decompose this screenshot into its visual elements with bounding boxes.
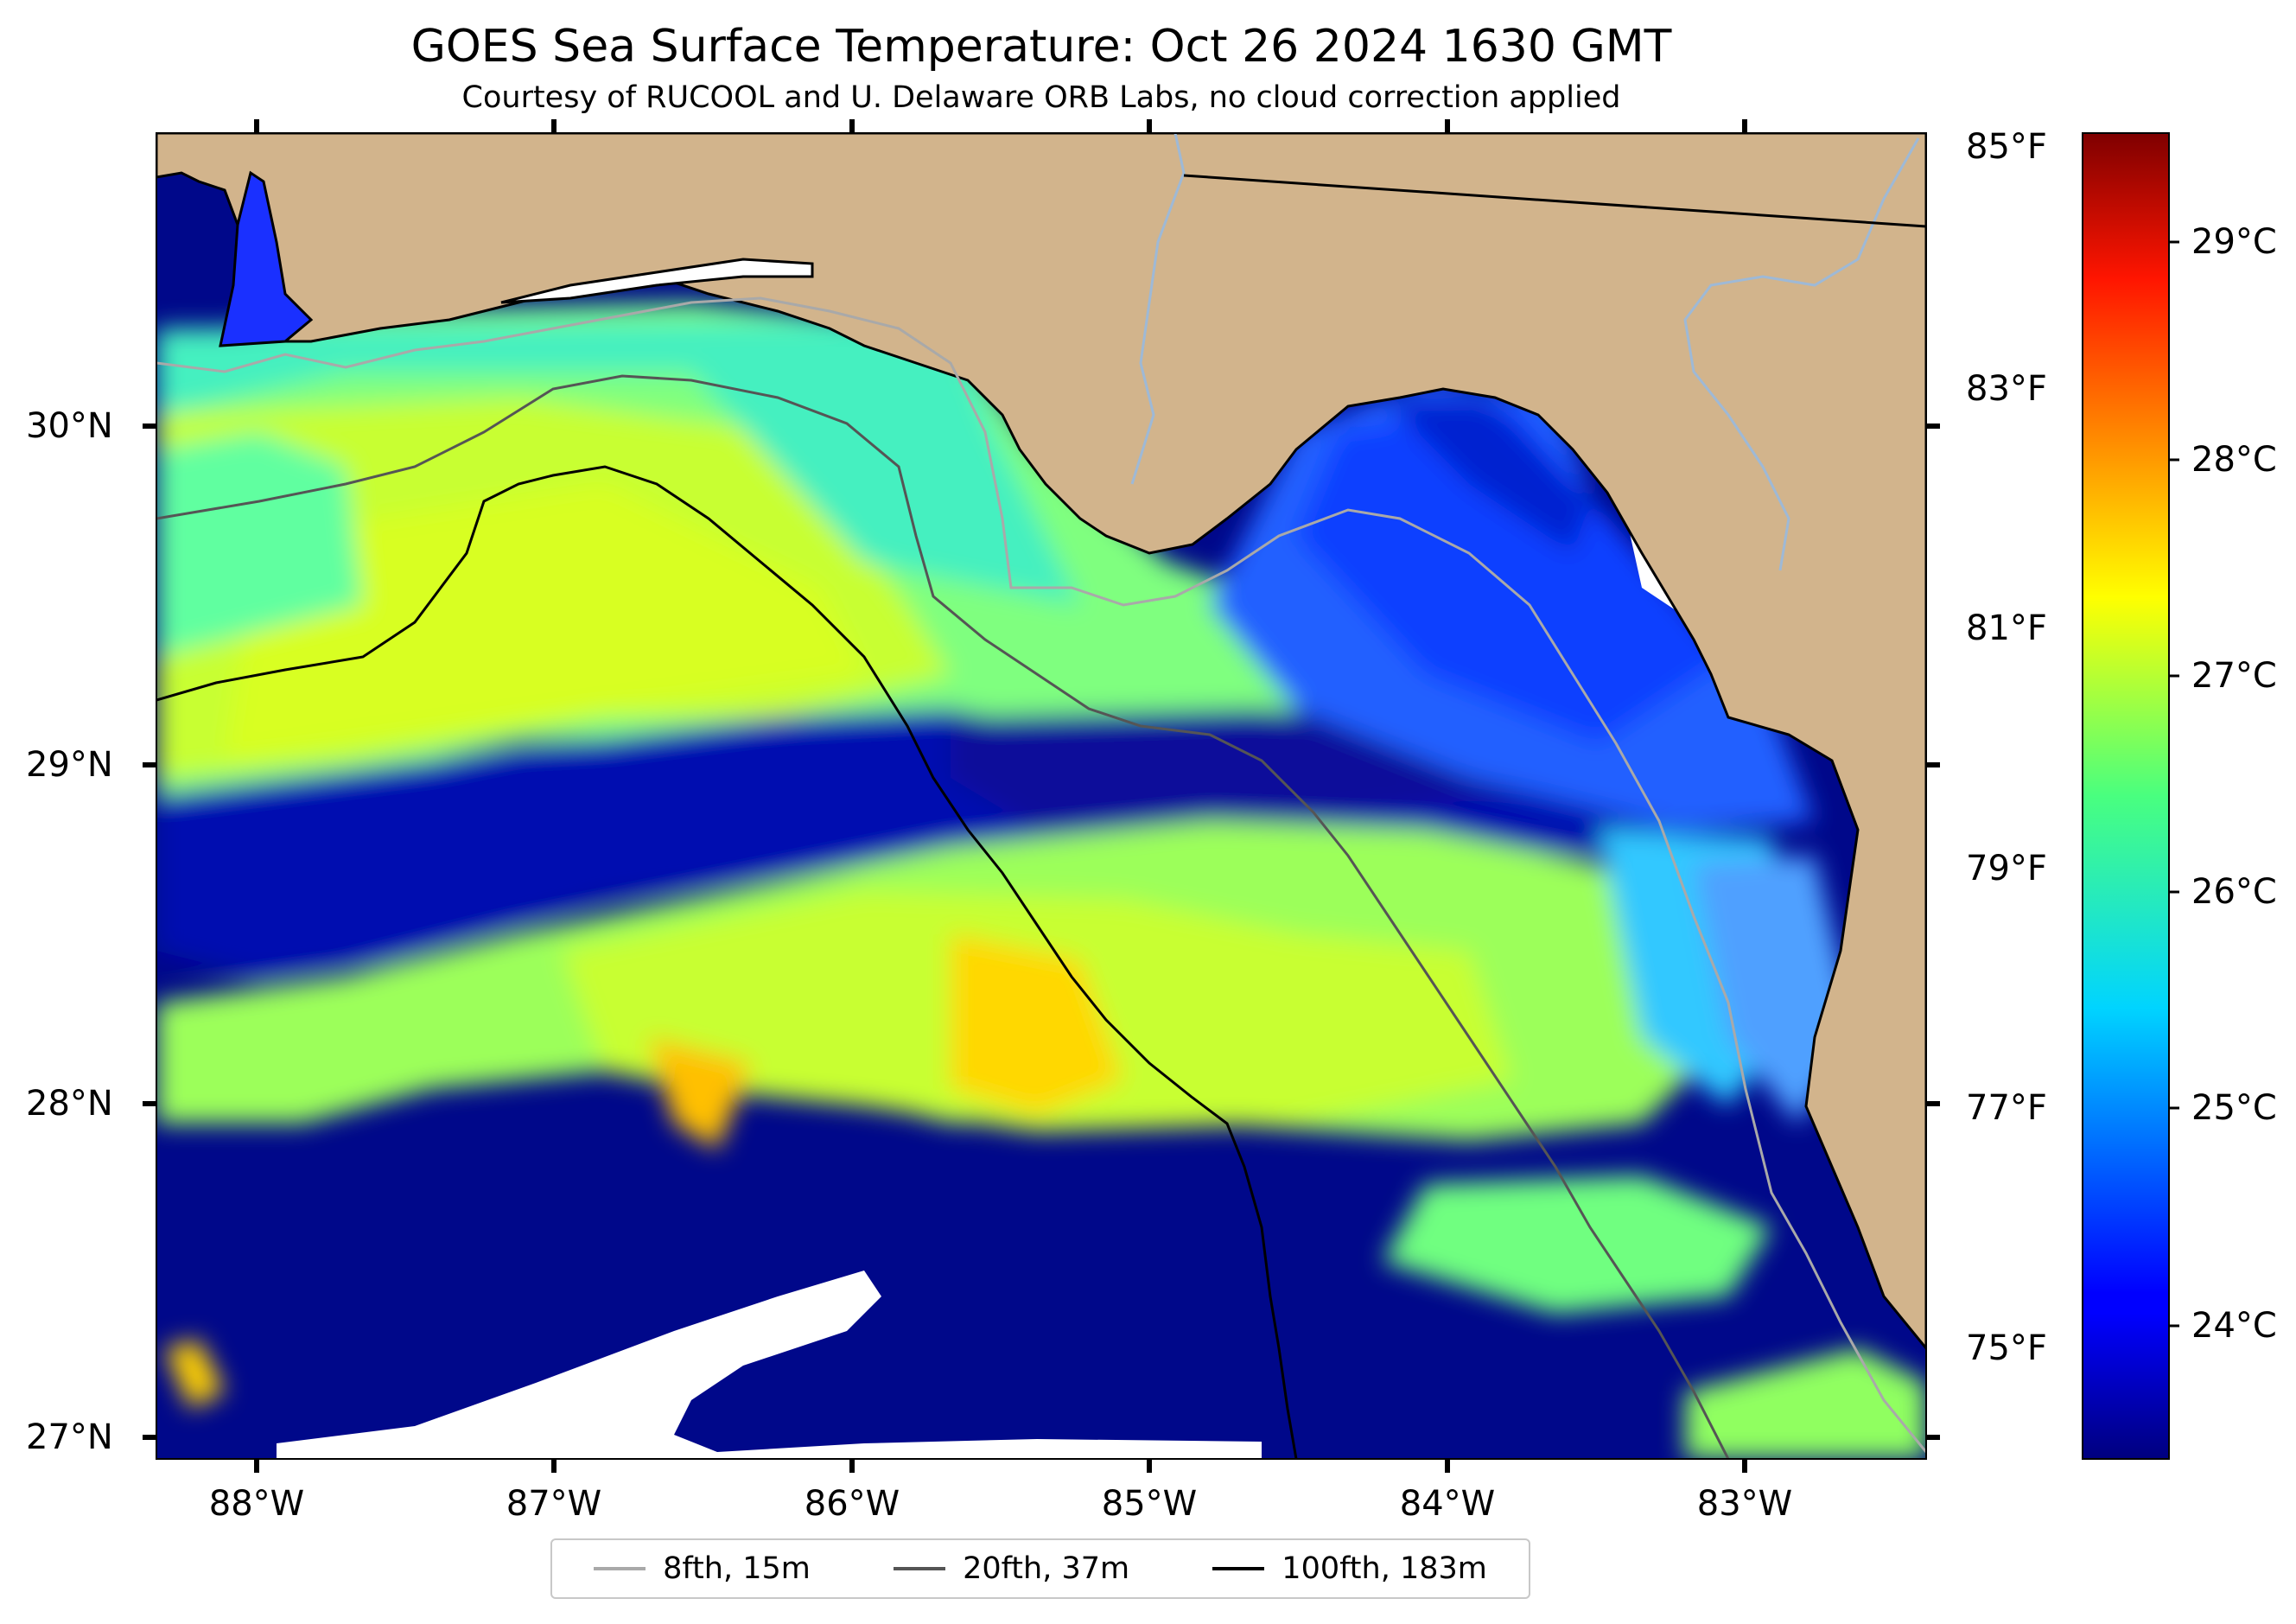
cb-label-77f: 77°F	[1966, 1088, 2047, 1128]
lat-label-27n: 27°N	[26, 1417, 113, 1457]
cb-label-29c: 29°C	[2191, 222, 2277, 262]
cb-label-27c: 27°C	[2191, 656, 2277, 696]
legend-item-8fth: 8fth, 15m	[594, 1551, 811, 1586]
legend-item-100fth: 100fth, 183m	[1212, 1551, 1487, 1586]
legend-label-8fth: 8fth, 15m	[663, 1551, 811, 1586]
colorbar	[2082, 132, 2170, 1460]
lon-label-88w: 88°W	[208, 1484, 305, 1524]
cb-label-85f: 85°F	[1966, 127, 2047, 167]
sst-field	[156, 133, 1926, 1459]
lon-label-86w: 86°W	[804, 1484, 900, 1524]
legend-label-20fth: 20fth, 37m	[963, 1551, 1130, 1586]
cb-label-25c: 25°C	[2191, 1088, 2277, 1128]
isobath-legend: 8fth, 15m 20fth, 37m 100fth, 183m	[550, 1538, 1530, 1599]
cb-label-26c: 26°C	[2191, 872, 2277, 912]
isobath-100fth	[156, 465, 1298, 1459]
lon-label-83w: 83°W	[1696, 1484, 1793, 1524]
map-subtitle: Courtesy of RUCOOL and U. Delaware ORB L…	[461, 80, 1621, 115]
lat-label-29n: 29°N	[26, 745, 113, 785]
legend-label-100fth: 100fth, 183m	[1282, 1551, 1487, 1586]
lon-label-87w: 87°W	[506, 1484, 602, 1524]
lon-label-84w: 84°W	[1399, 1484, 1496, 1524]
cb-label-79f: 79°F	[1966, 849, 2047, 888]
legend-swatch-100fth	[1212, 1567, 1265, 1570]
map-ticks	[143, 119, 1940, 1473]
lon-label-85w: 85°W	[1101, 1484, 1198, 1524]
colorbar-ticks	[2169, 240, 2179, 1328]
map-title: GOES Sea Surface Temperature: Oct 26 202…	[410, 21, 1672, 73]
lat-label-28n: 28°N	[26, 1084, 113, 1124]
legend-swatch-8fth	[594, 1567, 646, 1570]
cb-label-24c: 24°C	[2191, 1306, 2277, 1346]
cb-label-75f: 75°F	[1966, 1328, 2047, 1368]
cb-label-81f: 81°F	[1966, 608, 2047, 648]
cb-label-28c: 28°C	[2191, 440, 2277, 480]
cb-label-83f: 83°F	[1966, 369, 2047, 409]
legend-swatch-20fth	[894, 1567, 946, 1570]
isobath-8fth	[156, 296, 1926, 1453]
lat-label-30n: 30°N	[26, 406, 113, 446]
isobath-20fth	[156, 374, 1730, 1459]
land-area	[156, 133, 1926, 1351]
legend-item-20fth: 20fth, 37m	[894, 1551, 1129, 1586]
